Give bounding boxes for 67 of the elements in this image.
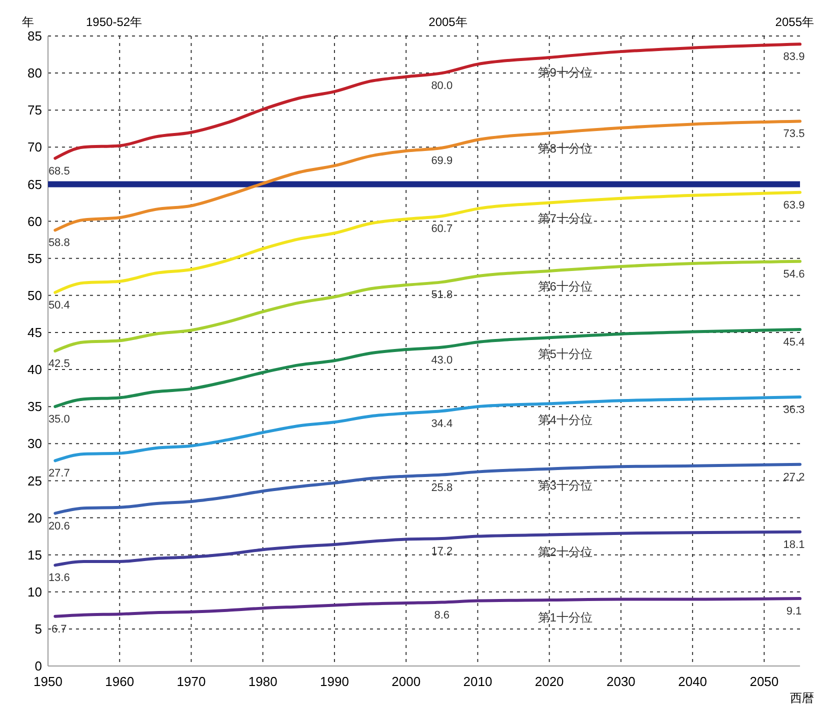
y-tick-label: 75: [28, 102, 42, 118]
series-label: 第3十分位: [538, 478, 592, 493]
y-tick-label: 45: [28, 325, 42, 340]
data-label: 80.0: [431, 80, 453, 92]
data-label: 35.0: [48, 414, 70, 426]
data-label: 17.2: [431, 546, 453, 558]
data-label: 69.9: [431, 154, 453, 167]
x-tick-label: 2050: [750, 674, 779, 689]
y-tick-label: 60: [28, 214, 42, 229]
y-axis-title: 年: [22, 15, 34, 29]
y-tick-label: 70: [28, 140, 42, 155]
y-tick-label: 0: [34, 658, 42, 674]
x-tick-label: 2000: [392, 674, 421, 689]
data-label: 9.1: [786, 606, 802, 618]
series-label: 第6十分位: [538, 280, 592, 294]
data-label: 34.4: [431, 418, 453, 430]
y-tick-label: 5: [34, 621, 42, 636]
series-label: 第2十分位: [538, 545, 592, 560]
text: 2005年: [428, 15, 468, 29]
data-label: 45.4: [783, 336, 805, 349]
x-tick-label: 1960: [105, 674, 134, 689]
data-label: 36.3: [783, 404, 805, 416]
data-label: 50.4: [48, 299, 70, 312]
x-tick-label: 2040: [678, 674, 708, 689]
x-axis-title: 西暦: [790, 691, 814, 705]
y-tick-label: 40: [28, 362, 42, 378]
y-tick-label: 20: [28, 510, 42, 526]
x-tick-label: 2020: [534, 674, 564, 689]
data-label: 8.6: [434, 609, 450, 622]
data-label: 27.7: [48, 468, 70, 480]
text: 1950-52年: [86, 15, 142, 29]
y-tick-label: 85: [28, 28, 42, 44]
data-label: 42.5: [48, 358, 70, 370]
y-tick-label: 15: [28, 547, 42, 562]
series-label: 第1十分位: [538, 610, 592, 625]
y-tick-label: 25: [28, 473, 42, 488]
data-label: 25.8: [431, 482, 453, 494]
data-label: 20.6: [48, 520, 70, 532]
y-tick-label: 65: [28, 176, 42, 192]
data-label: 18.1: [783, 538, 805, 551]
data-label: 73.5: [783, 128, 805, 140]
data-label: 58.8: [48, 237, 70, 250]
data-label: 60.7: [431, 223, 453, 236]
x-tick-label: 2010: [463, 674, 492, 689]
text: 2055年: [775, 15, 814, 29]
y-tick-label: 50: [28, 288, 42, 303]
y-tick-label: 80: [28, 66, 42, 81]
y-tick-label: 55: [28, 250, 42, 266]
series-label: 第5十分位: [538, 346, 592, 361]
data-label: 13.6: [48, 572, 70, 584]
data-label: 83.9: [783, 51, 805, 64]
y-tick-label: 10: [28, 584, 42, 600]
x-tick-label: 1980: [248, 674, 278, 689]
x-tick-label: 1970: [176, 674, 206, 689]
data-label: 27.2: [783, 471, 805, 484]
series-label: 第7十分位: [538, 212, 592, 226]
x-tick-label: 2030: [606, 674, 636, 689]
series-label: 第4十分位: [538, 413, 592, 428]
y-tick-label: 30: [28, 436, 42, 452]
data-label: 68.5: [48, 165, 70, 178]
data-label: 54.6: [783, 268, 805, 280]
x-tick-label: 1990: [320, 674, 349, 689]
x-tick-label: 1950: [34, 674, 62, 689]
y-tick-label: 35: [28, 399, 42, 414]
data-label: 63.9: [783, 199, 805, 212]
data-label: 51.8: [431, 289, 453, 302]
data-label: 43.0: [431, 354, 453, 366]
